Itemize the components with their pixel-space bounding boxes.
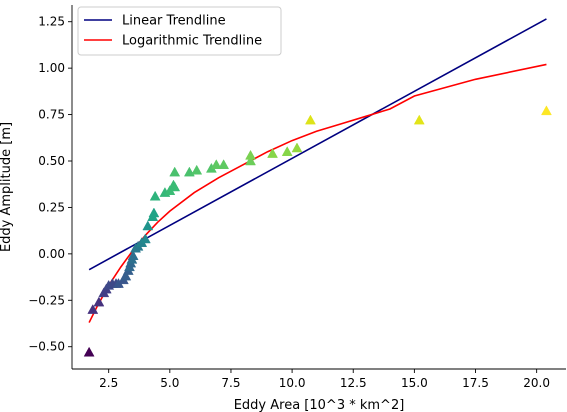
legend-label-linear: Linear Trendline <box>122 14 226 29</box>
scatter-point <box>87 304 99 314</box>
x-tick-label: 15.0 <box>401 376 428 390</box>
scatter-point <box>210 159 222 169</box>
scatter-point <box>291 142 303 153</box>
y-tick-label: 0.75 <box>38 108 65 122</box>
y-tick-label: 0.50 <box>38 154 65 168</box>
scatter-point <box>305 114 316 125</box>
scatter-point <box>413 114 425 125</box>
y-tick-label: −0.25 <box>28 293 65 307</box>
scatter-point <box>127 250 139 260</box>
legend-label-logarithmic: Logarithmic Trendline <box>122 34 262 49</box>
y-tick-label: 1.00 <box>38 61 65 75</box>
scatter-point <box>148 207 160 218</box>
x-tick-label: 7.5 <box>221 376 240 390</box>
legend-box <box>77 6 282 56</box>
scatter-point <box>93 296 105 307</box>
x-tick-label: 5.0 <box>160 376 179 390</box>
linear-trendline <box>88 18 547 271</box>
scatter-point <box>281 146 293 156</box>
scatter-point <box>245 149 256 160</box>
scatter-point <box>191 164 203 175</box>
x-axis-title: Eddy Area [10^3 * km^2] <box>234 398 405 412</box>
y-tick-label: 1.25 <box>38 15 65 29</box>
y-tick-label: −0.50 <box>28 340 65 354</box>
scatter-point <box>139 233 151 244</box>
scatter-point <box>267 148 278 158</box>
scatter-point <box>149 190 161 201</box>
x-tick-label: 20.0 <box>523 376 550 390</box>
scatter-point <box>120 270 132 281</box>
x-tick-label: 17.5 <box>462 376 489 390</box>
scatter-point <box>541 105 552 116</box>
scatter-point <box>183 166 195 177</box>
scatter-point <box>169 181 181 192</box>
scatter-point <box>83 346 95 357</box>
scatter-point <box>245 155 256 166</box>
x-tick-label: 12.5 <box>340 376 367 390</box>
x-tick-label: 2.5 <box>99 376 118 390</box>
legend: Linear Trendline Logarithmic Trendline <box>77 6 282 56</box>
scatter-point <box>218 159 230 169</box>
logarithmic-trendline <box>88 63 547 323</box>
axes: 2.5 5.0 7.5 10.0 12.5 15.0 17.5 20.0 −0.50 −0.25 0… <box>28 5 566 390</box>
scatter-point <box>142 220 154 231</box>
scatter-point <box>169 166 181 177</box>
y-axis-title: Eddy Amplitude [m] <box>0 122 14 252</box>
x-tick-label: 10.0 <box>279 376 306 390</box>
scatter-points <box>83 105 552 357</box>
y-tick-label: 0.00 <box>38 247 65 261</box>
trendlines <box>88 18 547 323</box>
y-tick-label: 0.25 <box>38 200 65 214</box>
